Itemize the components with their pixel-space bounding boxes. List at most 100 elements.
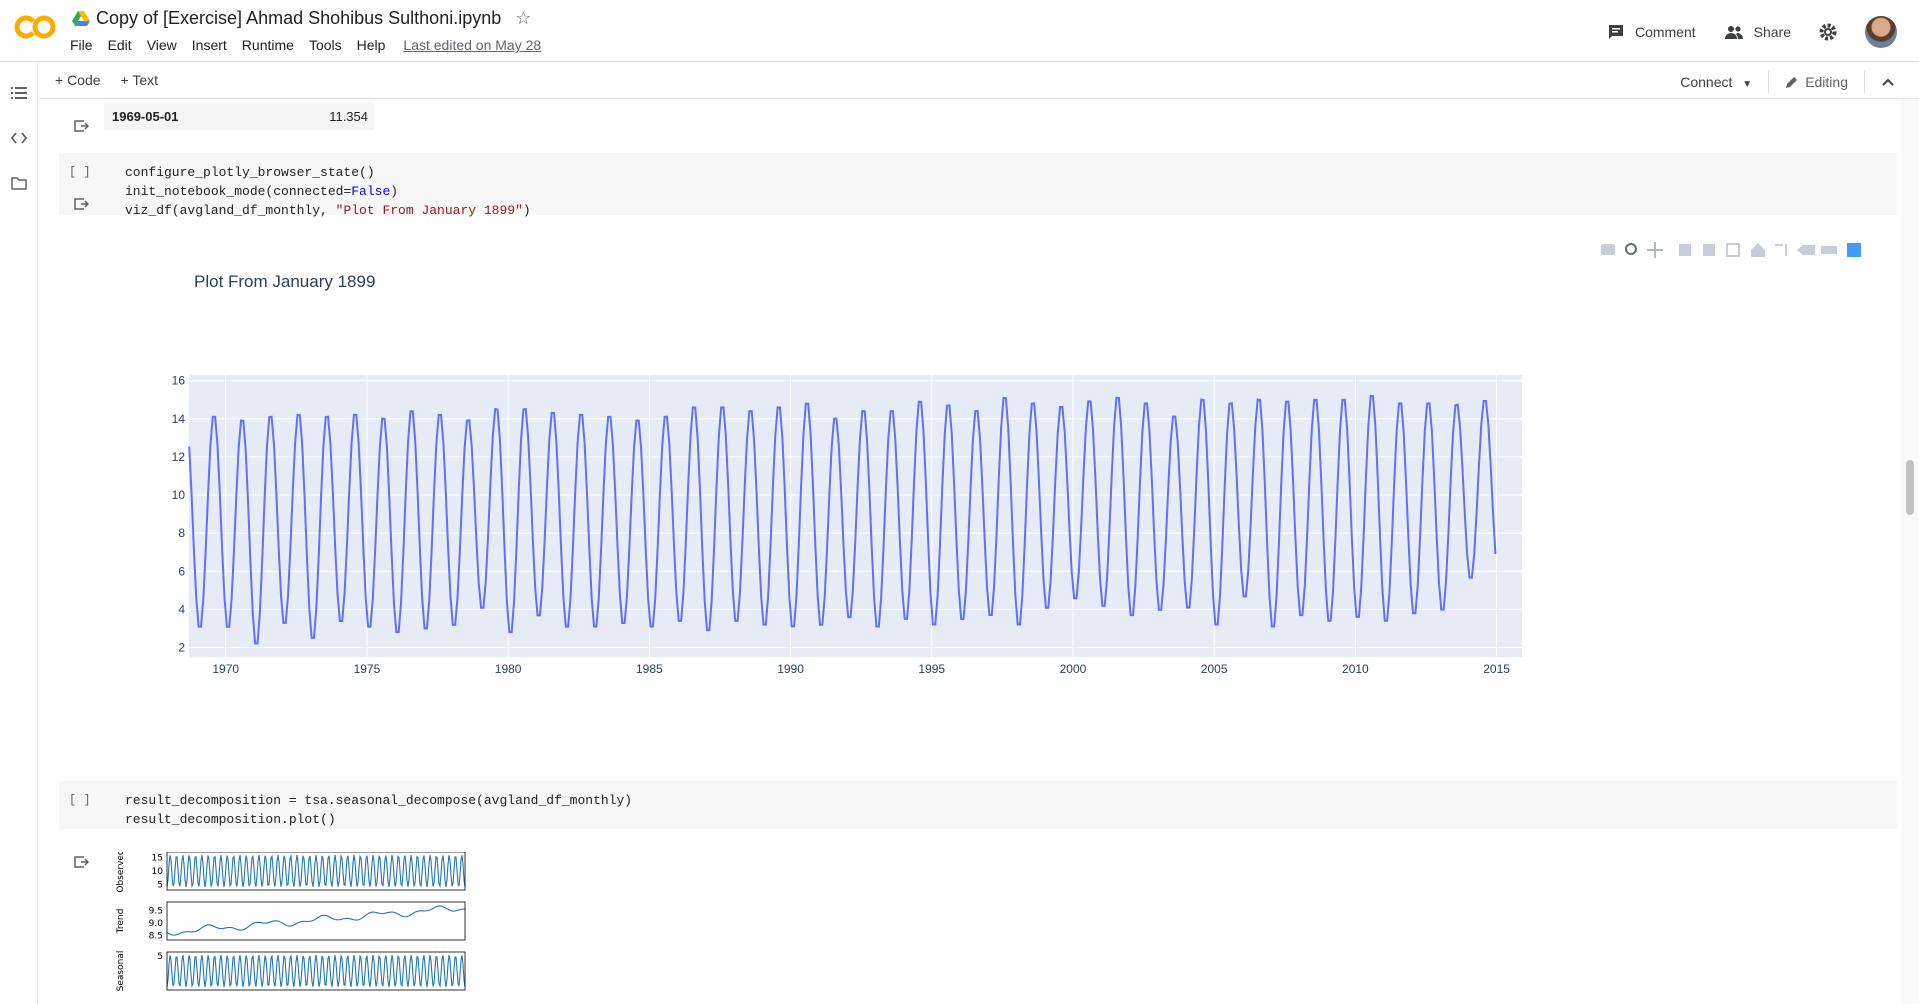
plot-modebar xyxy=(1601,242,1861,258)
decomposition-figure: Observed 15 10 5 Trend 9.5 9.0 8.5 Seasonal 5 xyxy=(116,852,466,991)
y-tick-label: 8 xyxy=(178,526,185,540)
pencil-icon xyxy=(1786,77,1798,88)
y-tick-label: 16 xyxy=(172,374,186,388)
y-tick-label: 2 xyxy=(178,640,185,654)
autoscale-icon xyxy=(1726,243,1740,257)
x-tick-label: 1975 xyxy=(354,662,381,676)
zoom-in-icon xyxy=(1679,244,1691,256)
add-code-button[interactable]: + Code xyxy=(55,72,101,88)
settings-button[interactable] xyxy=(1819,23,1847,41)
share-label: Share xyxy=(1753,24,1791,40)
y-tick-label: 4 xyxy=(178,602,185,616)
star-icon[interactable]: ☆ xyxy=(515,8,532,28)
x-tick-label: 2000 xyxy=(1060,662,1087,676)
x-tick-label: 1995 xyxy=(918,662,945,676)
x-tick-label: 1980 xyxy=(495,662,522,676)
left-sidebar xyxy=(0,63,38,1004)
dataframe-row: 1969-05-01 11.354 xyxy=(104,103,374,130)
panel-label: Observed xyxy=(116,852,126,893)
plot-title: Plot From January 1899 xyxy=(194,272,376,291)
run-cell-button[interactable]: [ ] xyxy=(69,793,91,807)
caret-down-icon: ▼ xyxy=(1742,79,1753,90)
x-tick-label: 1985 xyxy=(636,662,663,676)
drive-icon[interactable] xyxy=(72,10,90,27)
app-header: Copy of [Exercise] Ahmad Shohibus Sultho… xyxy=(0,0,1919,62)
menu-file[interactable]: File xyxy=(70,37,93,53)
code-cell[interactable]: [ ] result_decomposition = tsa.seasonal_… xyxy=(59,781,1897,829)
menu-tools[interactable]: Tools xyxy=(308,37,342,53)
avatar[interactable] xyxy=(1865,16,1897,48)
output-icon[interactable] xyxy=(73,197,89,211)
comment-button[interactable]: Comment xyxy=(1607,23,1696,41)
colab-logo[interactable] xyxy=(14,14,56,40)
panel-frame xyxy=(166,901,466,941)
zoom-out-icon xyxy=(1703,244,1715,256)
output-icon[interactable] xyxy=(73,855,89,869)
panel-line xyxy=(166,905,466,936)
run-cell-button[interactable]: [ ] xyxy=(69,165,91,179)
share-button[interactable]: Share xyxy=(1724,24,1791,40)
pan-icon xyxy=(1647,242,1663,258)
row-index: 1969-05-01 xyxy=(112,109,179,124)
editing-mode-button[interactable]: Editing xyxy=(1785,74,1848,90)
code-line: viz_df(avgland_df_monthly, "Plot From Ja… xyxy=(125,203,531,218)
code-cell[interactable]: [ ] configure_plotly_browser_state() ini… xyxy=(59,153,1897,218)
reset-axes-icon xyxy=(1751,243,1765,257)
plotly-logo-icon xyxy=(1847,243,1861,257)
y-tick-label: 14 xyxy=(172,412,186,426)
people-icon xyxy=(1724,26,1743,39)
hover-closest-icon xyxy=(1797,245,1815,255)
panel-tick-label: 8.5 xyxy=(149,931,163,941)
x-tick-label: 2015 xyxy=(1483,662,1510,676)
chevron-up-icon[interactable] xyxy=(1881,77,1895,87)
folder-icon[interactable] xyxy=(11,175,27,191)
comment-icon xyxy=(1608,25,1623,39)
panel-tick-label: 5 xyxy=(157,880,163,890)
output-icon[interactable] xyxy=(73,119,89,133)
last-edited-link[interactable]: Last edited on May 28 xyxy=(403,37,542,53)
code-line: init_notebook_mode(connected=False) xyxy=(125,184,399,199)
hover-compare-icon xyxy=(1821,246,1837,254)
y-tick-label: 12 xyxy=(172,450,186,464)
line-chart[interactable]: 2 4 6 8 10 12 14 16 1970 1975 1980 1985 1990 1995 2000… xyxy=(139,330,1859,695)
menu-bar: File Edit View Insert Runtime Tools Help… xyxy=(70,37,556,53)
code-snippets-icon[interactable] xyxy=(11,130,27,146)
notebook-toolbar: + Code + Text Connect ▼ Editing xyxy=(39,63,1919,99)
code-editor[interactable]: configure_plotly_browser_state() init_no… xyxy=(125,163,531,220)
x-tick-label: 2010 xyxy=(1342,662,1369,676)
scrollbar[interactable] xyxy=(1901,100,1919,1004)
code-line: configure_plotly_browser_state() xyxy=(125,165,375,180)
code-line: result_decomposition = tsa.seasonal_deco… xyxy=(125,793,633,808)
row-value: 11.354 xyxy=(329,109,368,124)
y-tick-label: 6 xyxy=(178,564,185,578)
menu-insert[interactable]: Insert xyxy=(191,37,227,53)
panel-tick-label: 9.5 xyxy=(149,906,163,916)
zoom-icon xyxy=(1625,243,1637,255)
panel-frame xyxy=(166,951,466,991)
table-of-contents-icon[interactable] xyxy=(11,85,27,101)
notebook-title[interactable]: Copy of [Exercise] Ahmad Shohibus Sultho… xyxy=(96,8,502,28)
code-editor[interactable]: result_decomposition = tsa.seasonal_deco… xyxy=(125,791,632,829)
panel-frame xyxy=(166,852,466,891)
camera-icon xyxy=(1601,244,1615,255)
panel-label: Trend xyxy=(116,909,126,935)
spike-lines-icon xyxy=(1775,244,1787,256)
menu-view[interactable]: View xyxy=(146,37,177,53)
menu-runtime[interactable]: Runtime xyxy=(241,37,294,53)
comment-label: Comment xyxy=(1634,24,1696,40)
panel-line xyxy=(166,954,466,988)
notebook-content: 1969-05-01 11.354 [ ] configure_plotly_b… xyxy=(39,100,1899,1004)
menu-edit[interactable]: Edit xyxy=(107,37,132,53)
x-tick-label: 1970 xyxy=(212,662,239,676)
gear-icon xyxy=(1819,23,1837,41)
panel-tick-label: 15 xyxy=(152,854,163,864)
panel-tick-label: 10 xyxy=(152,867,164,877)
scroll-thumb[interactable] xyxy=(1906,460,1914,515)
panel-tick-label: 9.0 xyxy=(149,919,164,929)
y-tick-label: 10 xyxy=(172,488,186,502)
menu-help[interactable]: Help xyxy=(356,37,386,53)
add-text-button[interactable]: + Text xyxy=(120,72,159,88)
x-tick-label: 2005 xyxy=(1201,662,1228,676)
x-tick-label: 1990 xyxy=(777,662,804,676)
connect-button[interactable]: Connect ▼ xyxy=(1680,74,1752,90)
